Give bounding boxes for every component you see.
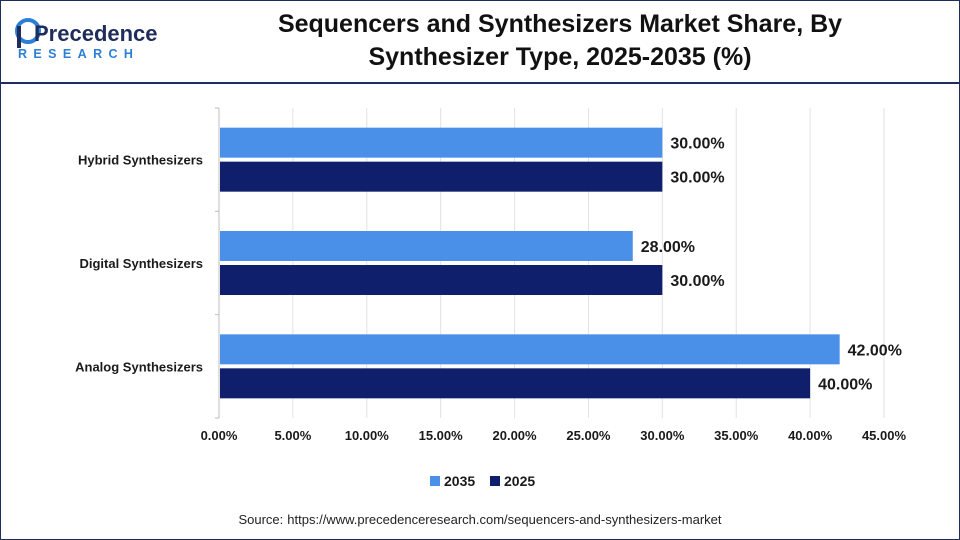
source-label: Source: [238,512,284,527]
x-tick-label: 0.00% [201,428,238,443]
category-label: Hybrid Synthesizers [78,153,203,168]
data-label: 30.00% [670,136,724,153]
bar-2025 [220,368,811,399]
legend-label: 2025 [504,473,535,489]
x-tick-label: 40.00% [788,428,833,443]
data-label: 30.00% [670,273,724,290]
chart-title-line2: Synthesizer Type, 2025-2035 (%) [368,43,752,71]
x-tick-label: 10.00% [345,428,390,443]
bar-chart: 0.00% 5.00% 10.00% 15.00% 20.00% 25.00% 30.00%… [75,107,907,489]
bar-2025 [220,265,663,295]
data-label: 28.00% [641,239,695,256]
x-tick-label: 15.00% [419,428,464,443]
legend-swatch-2035 [430,476,440,486]
logo-line2: RESEARCH [18,47,139,61]
data-label: 40.00% [818,376,872,393]
x-tick-label: 25.00% [566,428,611,443]
x-tick-label: 20.00% [493,428,538,443]
header: Precedence RESEARCH Sequencers and Synth… [0,0,960,84]
logo-line1: Precedence [34,21,158,46]
chart-title-line1: Sequencers and Synthesizers Market Share… [277,10,843,38]
precedence-research-logo: Precedence RESEARCH [15,18,158,61]
source-url[interactable]: https://www.precedenceresearch.com/seque… [287,512,722,527]
data-label: 42.00% [848,342,902,359]
bar-2035 [220,334,840,365]
x-tick-label: 35.00% [714,428,759,443]
source-note: Source: https://www.precedenceresearch.co… [0,512,960,527]
bar-2035 [220,231,633,261]
x-tick-label: 5.00% [274,428,311,443]
x-tick-label: 30.00% [640,428,685,443]
chart-title: Sequencers and Synthesizers Market Share… [190,8,930,74]
bar-2035 [220,127,663,158]
data-label: 30.00% [670,170,724,187]
legend-swatch-2025 [490,476,500,486]
category-label: Digital Synthesizers [79,256,203,271]
x-tick-label: 45.00% [862,428,907,443]
legend-label: 2035 [444,473,475,489]
category-label: Analog Synthesizers [75,359,203,374]
bar-2025 [220,161,663,192]
